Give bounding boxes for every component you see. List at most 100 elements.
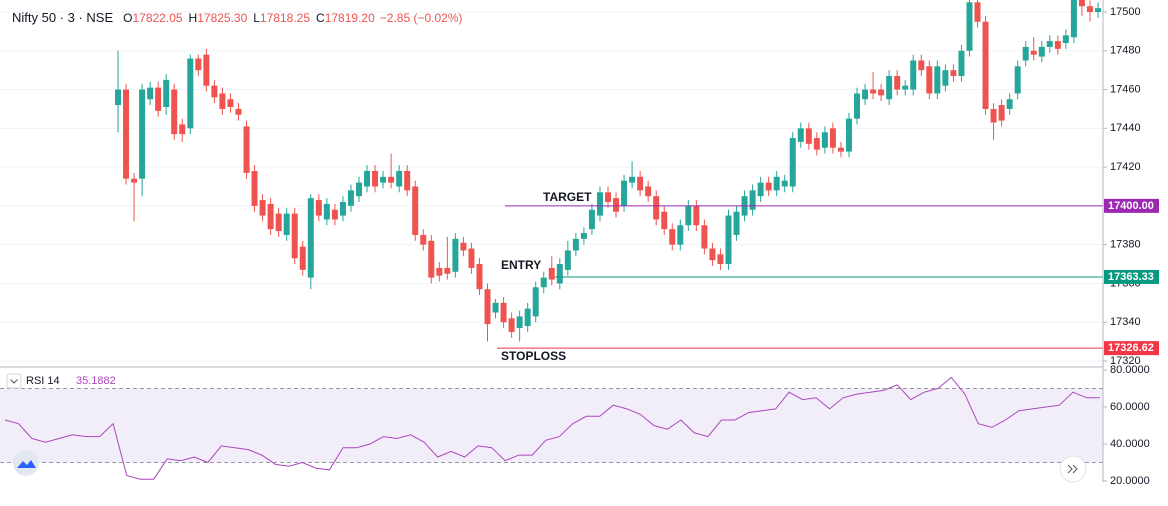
y-tick-label: 17500 [1110,6,1141,18]
rsi-name: RSI 14 [26,375,60,387]
ohlc-key: H [189,11,198,25]
candle-body [1006,99,1013,109]
candle-body [524,308,531,327]
candle-body [1022,46,1029,61]
candle-body [765,182,772,191]
candle-body [203,54,210,86]
candle-body [1086,6,1093,13]
candle-body [227,99,234,108]
candle-body [556,264,563,284]
rsi-line [4,376,1100,480]
candle-body [468,248,475,268]
legend: Nifty 50 · 3 · NSE O17822.05 H17825.30 L178… [12,10,463,25]
ohlc-value: 17825.30 [197,11,247,25]
candle-body [813,138,820,150]
candle-body [331,209,338,220]
candle-body [1014,66,1021,94]
y-tick-label: 17420 [1110,161,1141,173]
candle-body [323,203,330,220]
candle-body [733,211,740,235]
y-tick-label: 17340 [1110,316,1141,328]
scroll-icon [1067,464,1078,474]
candle-body [171,89,178,135]
candle-body [163,79,170,108]
candle-body [540,277,547,288]
candle-body [532,287,539,317]
candle-body [484,289,491,325]
overlay: TARGET 17400.00 ENTRY 17363.33 STOPLOSS 17326… [12,10,1159,387]
price-tag [1104,341,1159,356]
y-tick-label: 17320 [1110,355,1141,367]
collapse-button[interactable] [6,373,22,389]
change: −2.85 (−0.02%) [380,11,463,25]
ohlc-key: C [316,11,325,25]
candle-body [364,170,371,187]
candle-body [420,234,427,245]
rsi-band [0,388,1103,463]
candle-body [829,128,836,148]
candle-body [219,93,226,109]
ohlc-value: 17818.25 [260,11,310,25]
scroll-button[interactable] [1059,455,1087,483]
ohlc-key: O [123,11,132,25]
candle-body [918,60,925,71]
candle-body [717,254,724,265]
candle-body [966,2,973,51]
rsi-tick-label: 20.0000 [1110,475,1150,487]
candle-body [259,200,266,216]
candle-body [749,190,756,210]
candle-body [428,240,435,278]
candle-body [1062,35,1069,44]
candle-body [942,70,949,86]
logo-button[interactable] [13,450,39,476]
candle-body [982,21,989,109]
candle-body [709,248,716,261]
rsi-pane [0,376,1103,480]
candle-body [339,201,346,216]
candle-body [147,87,154,100]
candle-body [388,176,395,183]
candle-body [283,213,290,235]
candle-body [412,186,419,235]
candle-body [862,89,869,100]
candle-body [235,108,242,115]
candle-body [669,229,676,245]
candle-body [548,267,555,280]
candle-body [139,89,146,179]
candle-body [1070,0,1077,38]
candle-body [187,58,194,129]
candle-body [179,124,186,135]
candle-body [621,180,628,206]
candle-body [588,209,595,230]
candle-body [637,176,644,191]
candle-body [123,89,130,179]
candle-body [460,242,467,251]
candle-body [685,205,692,226]
candle-body [605,192,611,202]
candle-body [195,58,202,71]
candle-body [958,50,965,76]
candle-body [797,128,804,142]
candle-body [1030,50,1037,55]
candle-body [476,264,483,290]
candle-body [934,66,941,94]
candle-body [315,200,322,216]
price-tag [1104,198,1159,213]
candle-body [564,250,571,270]
candle-body [693,205,700,226]
candle-body [1054,41,1061,49]
candle-body [396,170,403,187]
candle-body [372,170,379,187]
plot [115,0,1103,349]
y-tick-label: 17460 [1110,83,1141,95]
candle-body [910,60,917,90]
candle-body [1046,41,1053,47]
candle-body [299,246,306,270]
level-label: STOPLOSS [501,349,566,363]
candle-body [701,225,708,249]
candle-body [725,215,732,265]
candle-body [115,89,121,106]
candle-body [821,132,828,148]
candle-body [653,196,660,220]
